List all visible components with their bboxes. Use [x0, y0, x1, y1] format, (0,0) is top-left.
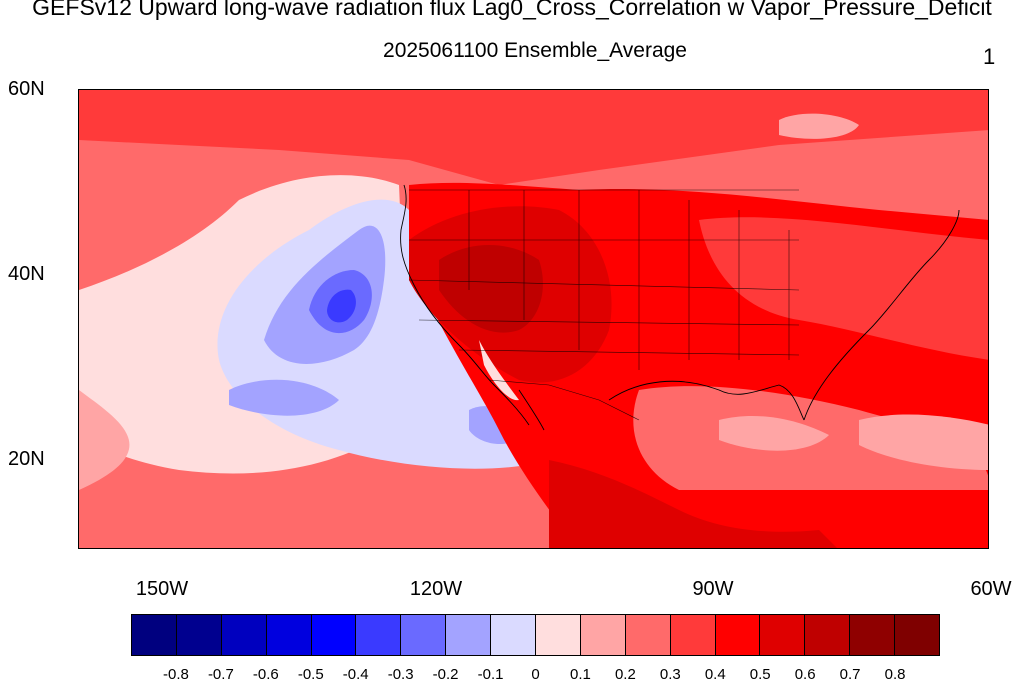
political-borders	[408, 189, 800, 421]
colorbar-tick-label: -0.3	[387, 666, 414, 683]
colorbar	[131, 614, 940, 656]
colorbar-tick-label: 0.4	[704, 666, 726, 683]
colorbar-swatch	[356, 615, 402, 655]
lon-label-150w: 150W	[135, 578, 189, 600]
colorbar-swatch	[266, 615, 312, 655]
coastlines	[400, 184, 960, 431]
map-canvas	[79, 90, 988, 548]
colorbar-swatch	[670, 615, 716, 655]
colorbar-tick-label: -0.2	[432, 666, 459, 683]
lon-label-90w: 90W	[692, 578, 734, 600]
coastline-pacific	[400, 184, 530, 426]
colorbar-swatch	[446, 615, 492, 655]
colorbar-swatch	[625, 615, 671, 655]
field-negative-moderate-2	[229, 379, 339, 416]
colorbar-tick-label: 0.5	[749, 666, 771, 683]
colorbar-tick-label: -0.1	[477, 666, 504, 683]
colorbar-swatch	[491, 615, 537, 655]
field-east-moderate	[699, 217, 988, 360]
colorbar-swatch	[580, 615, 626, 655]
field-caribbean-light	[859, 414, 988, 470]
colorbar-tick-label: 0.2	[614, 666, 636, 683]
field-pacific-sw	[79, 390, 130, 490]
colorbar-tick-label: -0.7	[207, 666, 234, 683]
colorbar-swatch	[760, 615, 806, 655]
colorbar-tick-label: 0.8	[884, 666, 906, 683]
colorbar-tick-label: -0.4	[342, 666, 369, 683]
field-north-band	[79, 90, 988, 185]
colorbar-swatch	[311, 615, 357, 655]
colorbar-tick-label: 0.1	[570, 666, 591, 683]
lat-label-20n: 20N	[8, 448, 45, 470]
lat-label-60n: 60N	[8, 78, 45, 100]
coastline-atlantic	[803, 209, 960, 421]
colorbar-tick-label: -0.6	[252, 666, 279, 683]
colorbar-swatch	[176, 615, 222, 655]
lon-label-120w: 120W	[409, 578, 463, 600]
colorbar-swatch	[805, 615, 851, 655]
panel-number: 1	[983, 44, 996, 69]
lat-label-40n: 40N	[8, 263, 45, 285]
field-baja-light	[479, 340, 519, 401]
colorbar-swatch	[895, 615, 940, 655]
colorbar-swatch	[132, 615, 177, 655]
colorbar-swatch	[221, 615, 267, 655]
field-gulf-light	[719, 415, 829, 451]
coastline-gulf	[608, 380, 805, 421]
lon-label-60w: 60W	[970, 578, 1012, 600]
correlation-map	[78, 89, 989, 549]
field-negative-core	[327, 289, 356, 323]
colorbar-tick-label: 0.7	[839, 666, 861, 683]
colorbar-tick-label: -0.8	[163, 666, 189, 683]
colorbar-tick-label: 0	[531, 666, 540, 683]
figure-title: GEFSv12 Upward long-wave radiation flux …	[32, 0, 992, 20]
colorbar-swatch	[850, 615, 896, 655]
border-us-mexico	[488, 379, 640, 421]
coastline-baja	[518, 389, 545, 431]
colorbar-tick-label: 0.3	[659, 666, 681, 683]
figure-subtitle: 2025061100 Ensemble_Average	[383, 39, 687, 62]
colorbar-swatch	[536, 615, 581, 655]
state-lines-horizontal	[408, 239, 800, 356]
colorbar-tick-label: 0.6	[794, 666, 816, 683]
colorbar-swatch	[401, 615, 447, 655]
field-mexico-strong	[549, 460, 837, 548]
field-west-core	[439, 245, 543, 333]
field-north-light	[779, 113, 859, 139]
colorbar-swatch	[715, 615, 761, 655]
colorbar-tick-label: -0.5	[297, 666, 324, 683]
